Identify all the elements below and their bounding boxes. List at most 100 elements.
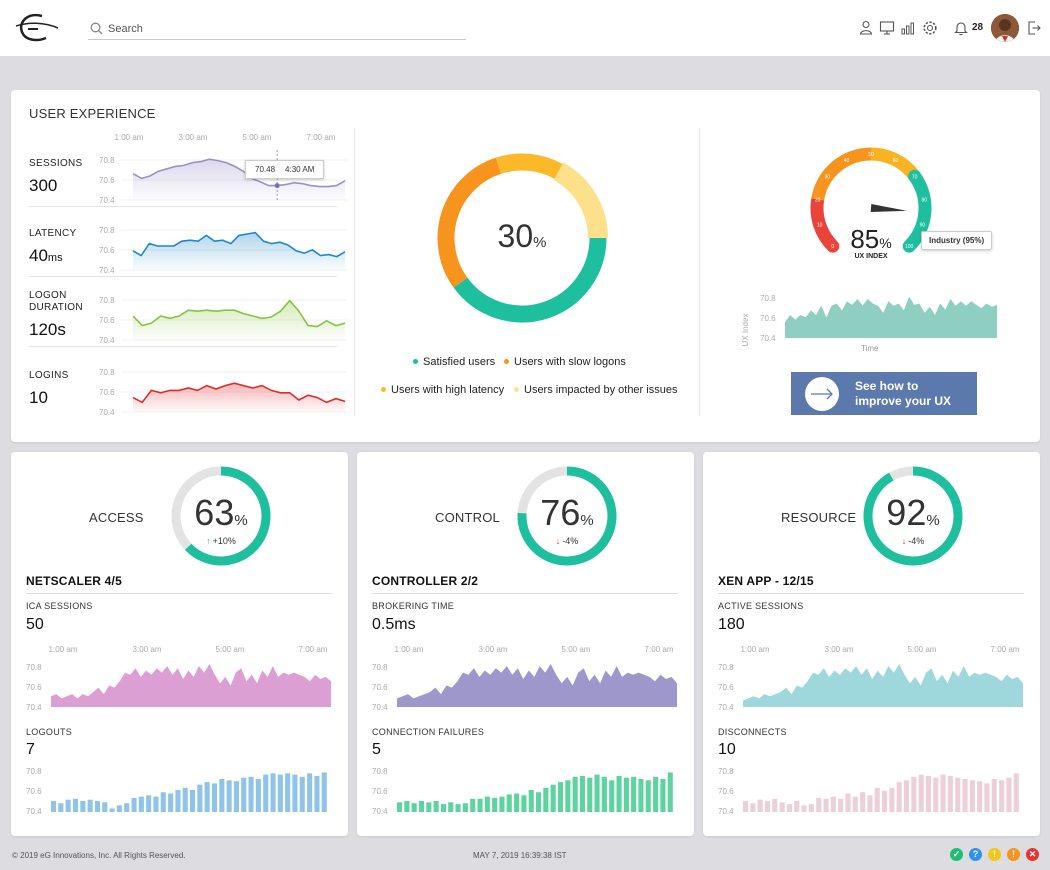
critical-status-icon[interactable]: ✕ — [1026, 848, 1039, 861]
minor-status-icon[interactable]: ! — [1007, 848, 1020, 861]
bar — [307, 773, 313, 812]
metric-area-chart: 1:00 am 3:00 am 5:00 am 7:00 am 70.8 70.6 70.4 — [718, 645, 1023, 712]
bar — [270, 773, 276, 812]
area-series — [397, 664, 677, 707]
eg-logo[interactable] — [14, 10, 60, 46]
search-box[interactable] — [88, 20, 466, 40]
y-tick: 70.6 — [26, 683, 42, 692]
metric-bar-chart: 70.8 70.6 70.4 — [26, 767, 327, 816]
legend-item-high-latency[interactable]: Users with high latency — [381, 384, 504, 396]
ux-title: USER EXPERIENCE — [29, 106, 156, 121]
logout-icon[interactable] — [1026, 20, 1042, 36]
bar — [411, 803, 417, 812]
section-label[interactable]: RESOURCE — [781, 510, 857, 525]
section-subtitle: XEN APP - 12/15 — [718, 574, 814, 588]
bar — [977, 781, 983, 812]
arrow-up-icon: ↑ — [206, 536, 211, 546]
bar — [838, 798, 844, 812]
bar — [506, 794, 512, 812]
ux-chart-xlabel: Time — [861, 344, 879, 353]
bar — [241, 777, 247, 812]
bell-icon[interactable] — [953, 20, 969, 36]
bar — [816, 797, 822, 812]
sparkline-area — [133, 232, 345, 270]
y-tick: 70.6 — [99, 176, 115, 185]
user-experience-donut[interactable] — [432, 148, 612, 328]
user-experience-card: USER EXPERIENCE 1:00 am 3:00 am 5:00 am … — [11, 90, 1040, 442]
search-icon — [90, 22, 103, 35]
search-input[interactable] — [108, 20, 458, 38]
time-label: 3:00 am — [479, 645, 508, 654]
bar — [645, 780, 651, 812]
donut-slice-3 — [495, 153, 563, 179]
metric-sparkline-1: 70.8 70.6 70.4 — [99, 150, 347, 205]
donut-percent: 30% — [472, 218, 572, 255]
bar — [168, 793, 174, 812]
ok-status-icon[interactable]: ✓ — [950, 848, 963, 861]
section-percent: 76% — [517, 492, 617, 534]
section-delta: ↑ +10% — [171, 536, 271, 546]
section-ring — [863, 466, 963, 566]
section-label[interactable]: ACCESS — [89, 510, 144, 525]
bar — [102, 802, 108, 812]
bar — [528, 790, 534, 812]
metric-label: BROKERING TIME — [372, 601, 455, 611]
help-status-icon[interactable]: ? — [969, 848, 982, 861]
gear-icon[interactable] — [922, 20, 938, 36]
gauge-tick: 60 — [893, 158, 899, 164]
bar — [299, 776, 305, 812]
section-percent: 92% — [863, 492, 963, 534]
users-icon[interactable] — [858, 20, 874, 36]
legend-item-satisfied[interactable]: Satisfied users — [413, 356, 495, 368]
bar — [321, 772, 327, 812]
y-tick: 70.8 — [26, 663, 42, 672]
avatar[interactable] — [991, 14, 1019, 42]
bar — [779, 802, 785, 812]
bar — [233, 781, 239, 812]
time-label: 3:00 am — [825, 645, 854, 654]
metric-label-1: SESSIONS — [29, 158, 83, 169]
sparkline-line — [132, 299, 346, 328]
bar — [484, 796, 490, 812]
bar — [750, 803, 756, 812]
ux-index-area — [785, 296, 997, 338]
legend-item-other-issues[interactable]: Users impacted by other issues — [514, 384, 677, 396]
warning-status-icon[interactable]: ! — [988, 848, 1001, 861]
y-tick: 70.8 — [26, 767, 42, 776]
ux-chart-ylabel: UX Index — [741, 314, 750, 347]
bar — [550, 784, 556, 812]
y-tick: 70.8 — [718, 663, 734, 672]
sparkline-area — [133, 383, 345, 412]
notification-count[interactable]: 28 — [972, 22, 984, 33]
y-tick: 70.6 — [99, 388, 115, 397]
y-tick: 70.4 — [372, 703, 388, 712]
bar — [277, 774, 283, 812]
improve-ux-button[interactable]: See how to improve your UX — [791, 372, 977, 415]
bar — [609, 780, 615, 812]
bar — [955, 777, 961, 812]
bar — [623, 777, 629, 812]
bar — [426, 802, 432, 812]
bar — [109, 808, 115, 812]
bar — [124, 803, 130, 812]
bar — [772, 798, 778, 812]
bar — [521, 795, 527, 812]
chart-icon[interactable] — [900, 20, 916, 36]
gauge-value: 85% — [821, 224, 921, 255]
legend-item-slow-logons[interactable]: Users with slow logons — [504, 356, 626, 368]
bar — [219, 779, 225, 812]
bar — [962, 779, 968, 812]
row-divider — [29, 206, 337, 207]
divider — [26, 593, 332, 594]
section-label[interactable]: CONTROL — [435, 510, 500, 525]
y-tick: 70.6 — [718, 787, 734, 796]
y-tick: 70.4 — [372, 807, 388, 816]
monitor-icon[interactable] — [879, 20, 895, 36]
section-delta: ↓ -4% — [517, 536, 617, 546]
gauge-band-1 — [810, 193, 840, 253]
area-series — [743, 664, 1023, 707]
y-tick: 70.8 — [99, 368, 115, 377]
bar — [801, 805, 807, 812]
time-label-1: 1:00 am — [115, 133, 144, 142]
bar — [1006, 777, 1012, 812]
